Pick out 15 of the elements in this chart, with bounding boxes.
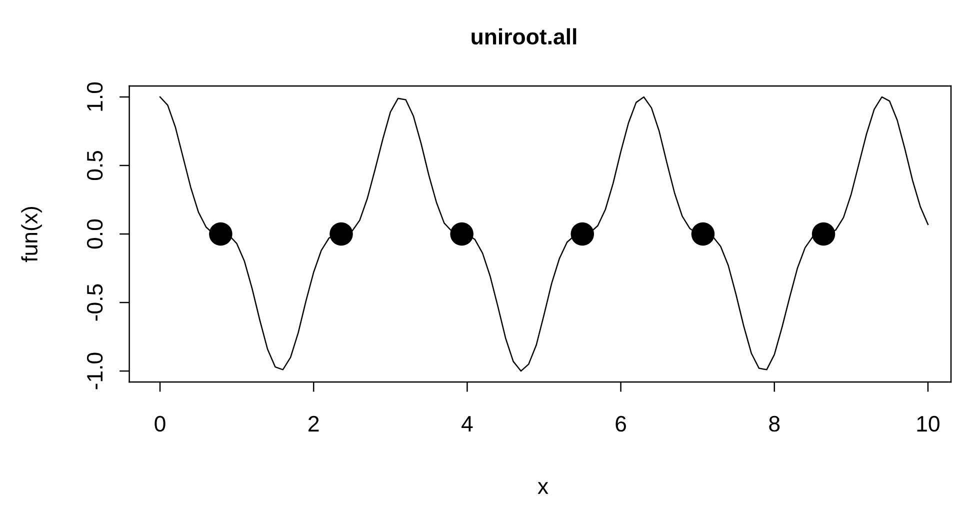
y-tick-label: 0.0 — [86, 219, 103, 249]
x-axis-title: x — [538, 482, 548, 494]
y-axis-title: fun(x) — [21, 206, 42, 262]
x-tick-label: 4 — [462, 416, 473, 432]
x-tick-label: 6 — [616, 416, 626, 432]
x-tick-label: 0 — [154, 416, 166, 432]
y-tick-label: 0.5 — [86, 150, 103, 180]
y-tick-label: -1.0 — [86, 352, 103, 390]
line-series — [159, 96, 929, 372]
x-tick-label: 8 — [769, 416, 780, 432]
y-tick-label: 1.0 — [86, 82, 103, 111]
y-tick-label: -0.5 — [86, 284, 103, 321]
chart-title: uniroot.all — [472, 28, 576, 45]
x-tick-label: 10 — [917, 416, 940, 432]
x-tick-label: 2 — [308, 416, 319, 432]
